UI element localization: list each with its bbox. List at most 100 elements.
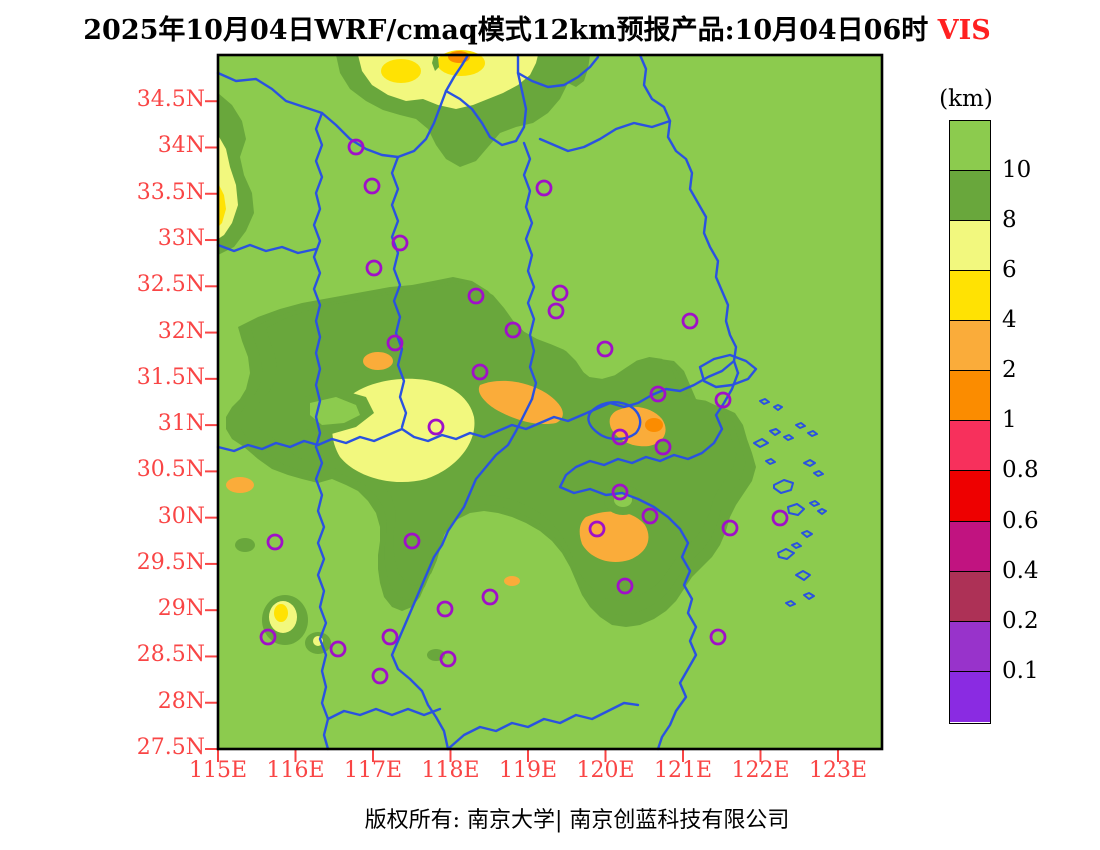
- islands: [753, 398, 827, 607]
- province-border: [522, 141, 538, 401]
- legend-segment: [950, 221, 990, 272]
- x-axis-label: 121E: [653, 758, 713, 783]
- station-marker: [611, 483, 629, 501]
- station-marker: [266, 533, 284, 551]
- yangtze-river: [216, 359, 736, 453]
- visibility-region-4-6km: [218, 183, 226, 227]
- province-border: [446, 701, 640, 751]
- station-marker: [654, 438, 672, 456]
- taihu-lake-outline: [587, 401, 642, 441]
- station-marker: [481, 588, 499, 606]
- x-axis-label: 120E: [576, 758, 635, 783]
- station-marker: [259, 628, 277, 646]
- y-axis-label: 27.5N: [136, 735, 205, 760]
- y-axis-label: 28.5N: [136, 642, 205, 668]
- legend-segment: [950, 321, 990, 372]
- y-axis-label: 34.5N: [136, 87, 205, 113]
- legend-unit-label: (km): [939, 86, 993, 112]
- station-marker: [771, 509, 789, 527]
- contour-sliver: [432, 55, 439, 71]
- station-marker: [551, 284, 569, 302]
- legend-segment: [950, 171, 990, 222]
- map-frame: [216, 53, 884, 751]
- y-axis-label: 31N: [157, 411, 205, 437]
- province-border: [390, 397, 534, 751]
- station-marker: [436, 600, 454, 618]
- station-marker: [329, 640, 347, 658]
- x-axis-label: 118E: [421, 758, 480, 783]
- y-axis-label: 33N: [157, 226, 205, 252]
- legend-tick-label: 6: [1002, 257, 1017, 284]
- visibility-region-2-4km: [504, 576, 520, 586]
- y-axis-label: 29N: [157, 596, 205, 622]
- station-marker: [427, 418, 445, 436]
- x-axis-label: 122E: [731, 758, 790, 783]
- province-border: [516, 55, 600, 89]
- y-axis-label: 30N: [157, 503, 205, 529]
- y-axis-label: 34N: [157, 133, 205, 159]
- contour-hole-core: [614, 493, 632, 507]
- legend-tick-label: 0.1: [1002, 657, 1039, 684]
- legend-segment: [950, 571, 990, 622]
- station-marker: [721, 519, 739, 537]
- station-markers: [259, 138, 789, 685]
- station-marker: [714, 391, 732, 409]
- visibility-region-4-6km: [381, 59, 421, 83]
- station-marker: [588, 520, 606, 538]
- legend-segment: [950, 271, 990, 322]
- x-axis-label: 117E: [343, 758, 403, 783]
- y-axis-label: 29.5N: [136, 549, 205, 575]
- y-axis-label: 32N: [157, 318, 205, 344]
- legend-colorbar: [949, 120, 991, 724]
- station-marker: [347, 138, 365, 156]
- legend-tick-label: 8: [1002, 207, 1017, 234]
- legend-segment: [950, 671, 990, 722]
- visibility-region-2-4km: [579, 511, 649, 563]
- x-axis-label: 115E: [188, 758, 248, 783]
- legend-tick-label: 0.2: [1002, 607, 1039, 634]
- title-variable: VIS: [928, 15, 991, 46]
- province-border: [326, 707, 442, 721]
- legend-tick-label: 0.8: [1002, 457, 1039, 484]
- visibility-region-1-2km: [645, 418, 663, 432]
- station-marker: [616, 577, 634, 595]
- station-marker: [611, 428, 629, 446]
- legend-tick-label: 2: [1002, 357, 1017, 384]
- legend-tick-label: 4: [1002, 307, 1017, 334]
- visibility-region-2-4km: [226, 477, 254, 493]
- station-marker: [596, 340, 614, 358]
- province-borders: [216, 53, 758, 751]
- station-marker: [641, 507, 659, 525]
- station-marker: [547, 302, 565, 320]
- title-text: 2025年10月04日WRF/cmaq模式12km预报产品:10月04日06时: [83, 15, 929, 46]
- coastline-jiangsu: [638, 53, 740, 375]
- visibility-region-2-4km: [609, 406, 666, 447]
- station-marker: [471, 363, 489, 381]
- province-border: [312, 111, 324, 449]
- y-axis-label: 28N: [157, 688, 205, 714]
- legend-tick-label: 10: [1002, 157, 1032, 184]
- station-marker: [649, 385, 667, 403]
- legend-segment: [950, 371, 990, 422]
- x-axis-label: 123E: [808, 758, 868, 783]
- station-marker: [439, 650, 457, 668]
- province-border: [390, 155, 408, 429]
- y-axis-label: 31.5N: [136, 364, 205, 390]
- station-marker: [365, 259, 383, 277]
- legend-segment: [950, 121, 990, 172]
- province-border: [216, 243, 318, 255]
- y-axis-label: 30.5N: [136, 457, 205, 483]
- map-canvas: [205, 50, 884, 762]
- legend-segment: [950, 471, 990, 522]
- station-marker: [363, 177, 381, 195]
- page-title: 2025年10月04日WRF/cmaq模式12km预报产品:10月04日06时 …: [0, 8, 1087, 47]
- x-axis-label: 119E: [498, 758, 558, 783]
- copyright-text: 版权所有: 南京大学| 南京创蓝科技有限公司: [364, 808, 790, 833]
- station-marker: [467, 287, 485, 305]
- visibility-region-4-6km: [274, 604, 288, 622]
- legend-tick-label: 0.6: [1002, 507, 1039, 534]
- x-axis-label: 116E: [266, 758, 325, 783]
- visibility-region-2-4km: [363, 352, 393, 370]
- legend-segment: [950, 521, 990, 572]
